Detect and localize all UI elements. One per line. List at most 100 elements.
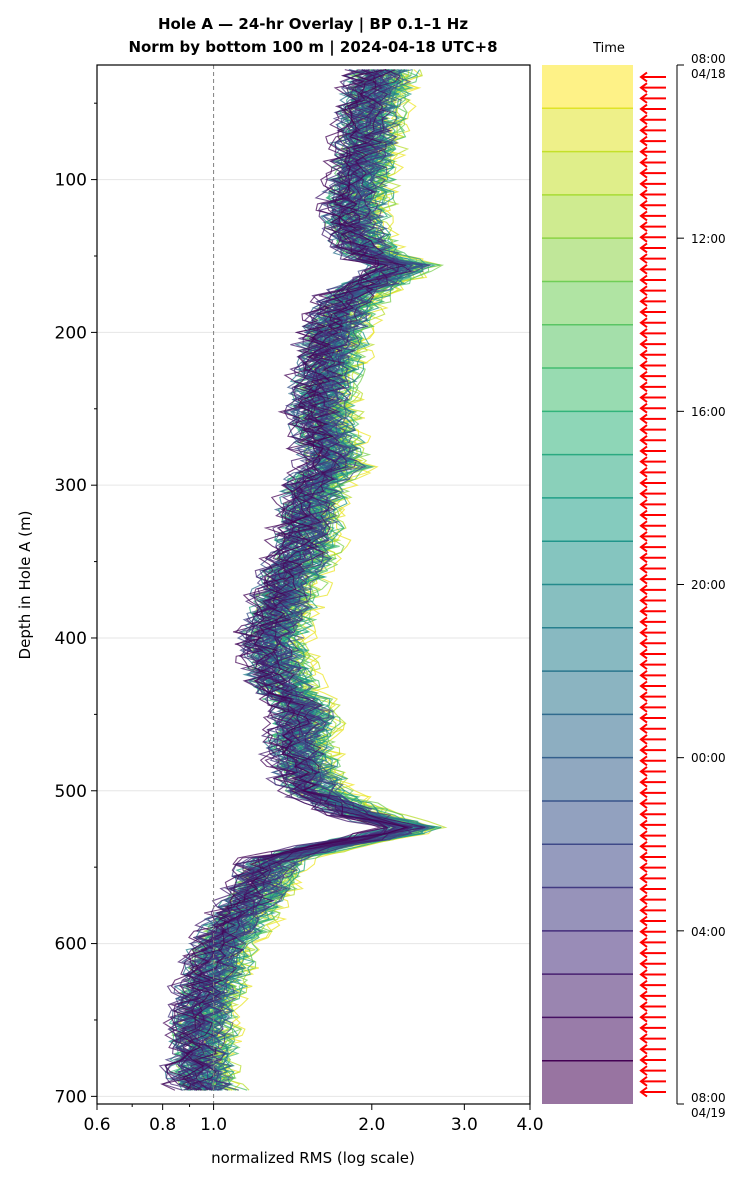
time-arrow-head — [639, 1054, 648, 1066]
time-arrow-head — [639, 702, 648, 713]
time-arrow-head — [639, 445, 648, 457]
y-tick-label: 400 — [55, 629, 87, 649]
colorbar-band — [542, 1017, 633, 1061]
time-arrow-head — [639, 1011, 648, 1023]
colorbar-band — [542, 238, 633, 282]
colorbar-band — [542, 974, 633, 1018]
time-arrow-head — [639, 221, 648, 232]
time-arrow-head — [639, 157, 648, 168]
time-arrow-head — [639, 840, 648, 852]
colorbar-label-1600: 16:00 — [691, 405, 726, 419]
time-arrow-head — [639, 167, 648, 179]
time-arrow-head — [639, 477, 648, 489]
time-arrow-head — [639, 563, 648, 574]
colorbar-ticks — [676, 64, 684, 1105]
colorbar-band — [542, 714, 633, 758]
colorbar-band — [542, 757, 633, 801]
colorbar-top-date: 04/18 — [691, 67, 726, 81]
colorbar-band — [542, 627, 633, 672]
time-arrow-head — [639, 979, 648, 991]
time-arrow-head — [639, 146, 648, 158]
colorbar-band — [542, 584, 633, 628]
y-tick-label: 100 — [55, 171, 87, 191]
plot-frame — [96, 64, 531, 1105]
time-arrow-head — [639, 467, 648, 478]
time-arrow-head — [639, 926, 648, 938]
y-tick-label: 200 — [55, 323, 87, 343]
time-arrow-head — [639, 82, 648, 93]
colorbar-label-0400: 04:00 — [691, 925, 726, 939]
time-arrow-head — [639, 905, 648, 916]
time-arrow-head — [639, 274, 648, 286]
colorbar — [542, 65, 633, 1104]
time-arrow-head — [639, 71, 648, 83]
time-arrow-head — [639, 392, 648, 403]
time-arrow-head — [639, 573, 648, 585]
time-arrow-head — [639, 253, 648, 264]
x-tick-label: 1.0 — [200, 1115, 227, 1135]
time-arrow-head — [639, 937, 648, 948]
time-arrow-head — [639, 552, 648, 564]
time-arrow-head — [639, 210, 648, 222]
time-arrow-head — [639, 808, 648, 820]
trace-line — [202, 69, 431, 1091]
time-arrow-head — [639, 894, 648, 905]
time-arrow-head — [639, 360, 648, 371]
time-arrow-head — [639, 125, 648, 136]
trace-line — [202, 69, 434, 1091]
time-arrow-head — [639, 627, 648, 638]
x-tick-label: 3.0 — [451, 1115, 478, 1135]
time-arrow-head — [639, 413, 648, 425]
time-arrow-head — [639, 862, 648, 873]
time-arrow-head — [639, 178, 648, 190]
colorbar-band — [542, 454, 633, 498]
y-tick-label: 600 — [55, 935, 87, 955]
y-tick-label: 300 — [55, 476, 87, 496]
colorbar-band — [542, 194, 633, 239]
chart-title: Hole A — 24-hr Overlay | BP 0.1–1 Hz — [158, 15, 468, 34]
time-arrow-head — [639, 723, 648, 735]
time-arrow-head — [639, 734, 648, 745]
time-arrow-head — [639, 1065, 648, 1076]
colorbar-band — [542, 108, 633, 152]
colorbar-label-0000: 00:00 — [691, 751, 726, 765]
colorbar-bottom-date: 04/19 — [691, 1106, 726, 1120]
time-arrow-head — [639, 231, 648, 243]
trace-line — [195, 69, 413, 1091]
x-axis-ticks: 0.6 0.8 1.0 2.0 3.0 4.0 — [83, 1104, 544, 1135]
colorbar-bottom-time: 08:00 — [691, 1091, 726, 1105]
time-arrow-head — [639, 531, 648, 542]
time-arrow-head — [639, 616, 648, 628]
time-arrow-head — [639, 242, 648, 254]
colorbar-band — [542, 324, 633, 369]
colorbar-top-time: 08:00 — [691, 52, 726, 66]
chart-subtitle: Norm by bottom 100 m | 2024-04-18 UTC+8 — [128, 38, 497, 57]
time-arrow-head — [639, 541, 648, 553]
colorbar-band — [542, 1060, 633, 1104]
time-arrow-head — [639, 755, 648, 767]
time-arrow-head — [639, 103, 648, 115]
trace-line — [174, 69, 391, 1091]
time-arrow-head — [639, 402, 648, 414]
time-arrow-head — [639, 93, 648, 104]
colorbar-band — [542, 671, 633, 715]
time-arrow-head — [639, 873, 648, 884]
time-arrow-head — [639, 648, 648, 660]
colorbar-band — [542, 844, 633, 888]
time-arrow-head — [639, 637, 648, 649]
time-arrow-head — [639, 605, 648, 617]
time-arrow-head — [639, 595, 648, 606]
time-arrow-head — [639, 434, 648, 446]
colorbar-band — [542, 800, 633, 845]
time-arrow-head — [639, 189, 648, 200]
time-arrow-head — [639, 199, 648, 211]
time-arrow-head — [639, 969, 648, 980]
colorbar-band — [542, 541, 633, 585]
trace-line — [160, 69, 382, 1091]
time-arrow-head — [639, 114, 648, 126]
trace-line — [164, 69, 388, 1091]
time-arrow-head — [639, 285, 648, 296]
time-arrow-head — [639, 712, 648, 724]
time-arrow-head — [639, 264, 648, 275]
